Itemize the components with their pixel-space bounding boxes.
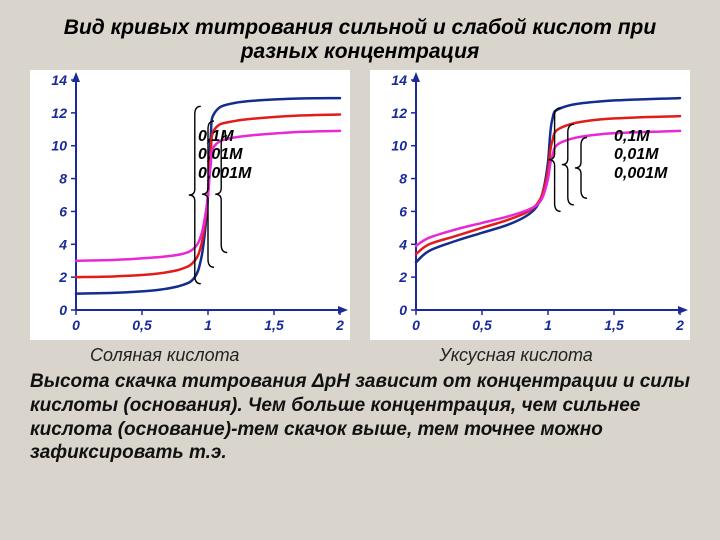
svg-text:0: 0: [72, 317, 80, 333]
svg-text:0: 0: [412, 317, 420, 333]
svg-text:2: 2: [675, 317, 684, 333]
caption: Высота скачка титрования ΔрН зависит от …: [0, 370, 720, 475]
series-labels-left: 0,1М0,01М0,001М: [198, 128, 251, 183]
svg-text:0: 0: [59, 302, 67, 318]
svg-text:1: 1: [204, 317, 212, 333]
subtitle-left: Соляная кислота: [90, 345, 239, 366]
chart-right-wrap: 0 2 4 6 8 10 12 14 0 0,5 1 1,5 2 0,1М0,01М0,001М: [370, 70, 690, 345]
chart-acetic: 0 2 4 6 8 10 12 14 0 0,5 1 1,5 2: [370, 70, 690, 340]
svg-text:10: 10: [391, 138, 407, 154]
svg-text:0,5: 0,5: [132, 317, 152, 333]
series-label: 0,1М: [198, 128, 251, 146]
subtitle-right: Уксусная кислота: [439, 345, 592, 366]
svg-text:6: 6: [59, 203, 67, 219]
svg-text:14: 14: [391, 72, 407, 88]
svg-text:6: 6: [399, 203, 407, 219]
series-labels-right: 0,1М0,01М0,001М: [614, 128, 667, 183]
series-label: 0,1М: [614, 128, 667, 146]
svg-text:2: 2: [335, 317, 344, 333]
chart-left-wrap: 0 2 4 6 8 10 12 14 0 0,5 1 1,5 2 0,1М0,01М0,001М: [30, 70, 350, 345]
svg-text:1,5: 1,5: [604, 317, 624, 333]
series-label: 0,001М: [198, 165, 251, 183]
chart-hcl: 0 2 4 6 8 10 12 14 0 0,5 1 1,5 2: [30, 70, 350, 340]
series-label: 0,001М: [614, 165, 667, 183]
svg-text:2: 2: [58, 269, 67, 285]
page-title: Вид кривых титрования сильной и слабой к…: [0, 0, 720, 70]
svg-text:4: 4: [58, 236, 67, 252]
series-label: 0,01М: [614, 146, 667, 164]
svg-text:10: 10: [51, 138, 67, 154]
svg-text:12: 12: [391, 105, 407, 121]
svg-text:1,5: 1,5: [264, 317, 284, 333]
series-label: 0,01М: [198, 146, 251, 164]
svg-text:0,5: 0,5: [472, 317, 492, 333]
svg-text:1: 1: [544, 317, 552, 333]
svg-text:2: 2: [398, 269, 407, 285]
svg-text:4: 4: [398, 236, 407, 252]
svg-text:14: 14: [51, 72, 67, 88]
subtitles-row: Соляная кислота Уксусная кислота: [0, 345, 720, 370]
charts-row: 0246810121400,511,52 0,1М0,01М0,001М 024…: [0, 70, 720, 345]
svg-text:0: 0: [399, 302, 407, 318]
svg-text:12: 12: [51, 105, 67, 121]
svg-text:8: 8: [399, 171, 407, 187]
svg-text:8: 8: [59, 171, 67, 187]
